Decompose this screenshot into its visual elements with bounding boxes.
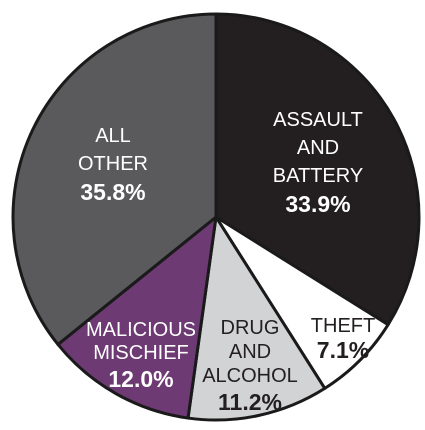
- slice-percent-malicious: 12.0%: [108, 366, 173, 392]
- labels-layer: ASSAULTANDBATTERY33.9%THEFT7.1%DRUGANDAL…: [78, 109, 375, 415]
- slice-percent-theft: 7.1%: [317, 337, 369, 363]
- pie-slice-allother: [11, 12, 218, 346]
- slice-label-theft-line-0: THEFT: [311, 315, 375, 337]
- slice-label-malicious-line-1: MISCHIEF: [93, 342, 189, 364]
- slice-label-drug-line-1: AND: [229, 341, 271, 363]
- slice-percent-assault: 33.9%: [285, 191, 350, 217]
- slice-label-drug-line-2: ALCOHOL: [202, 365, 298, 387]
- slice-label-allother-line-1: OTHER: [78, 153, 148, 175]
- slice-label-allother-line-0: ALL: [95, 125, 131, 147]
- slice-label-malicious-line-0: MALICIOUS: [86, 319, 196, 341]
- slice-label-group-assault: ASSAULT AND BATTERY 33.9%: [273, 109, 363, 217]
- slice-label-assault-line-1: AND: [297, 137, 339, 159]
- slice-label-group-allother: ALL OTHER 35.8%: [78, 125, 148, 205]
- pie-slice-malicious: [56, 215, 218, 420]
- pie-slice-drug: [186, 215, 327, 422]
- slice-label-assault-line-0: ASSAULT: [273, 109, 363, 131]
- slice-percent-drug: 11.2%: [218, 389, 282, 415]
- slice-label-drug-line-0: DRUG: [221, 317, 280, 339]
- slice-label-assault-line-2: BATTERY: [273, 165, 363, 187]
- slice-percent-allother: 35.8%: [80, 179, 145, 205]
- slices-layer: [11, 12, 421, 422]
